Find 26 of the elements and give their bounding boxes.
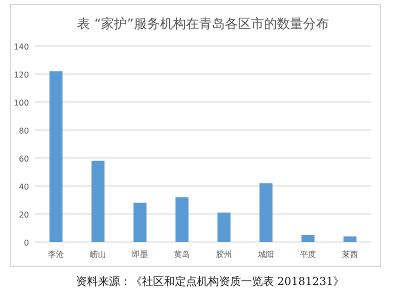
bar — [217, 212, 231, 242]
bar — [175, 197, 189, 242]
chart-title: 表 “家护”服务机构在青岛各区市的数量分布 — [77, 16, 329, 32]
x-tick-label: 平度 — [300, 250, 316, 259]
y-tick-label: 80 — [18, 126, 29, 136]
x-tick-label: 李沧 — [48, 250, 64, 259]
text: 资料来源：《社区和定点机构资质一览表 20181231》 — [76, 275, 344, 288]
bar — [301, 235, 315, 242]
y-tick-label: 60 — [18, 154, 29, 164]
y-tick-label: 0 — [24, 238, 29, 248]
y-tick-label: 40 — [18, 182, 29, 192]
x-tick-label: 即墨 — [132, 250, 148, 259]
y-tick-label: 140 — [14, 42, 29, 52]
bar — [49, 71, 63, 242]
x-tick-label: 崂山 — [90, 250, 106, 259]
x-tick-label: 城阳 — [257, 250, 274, 259]
y-tick-label: 120 — [14, 70, 29, 80]
x-tick-label: 黄岛 — [174, 250, 190, 259]
x-tick-label: 莱西 — [342, 250, 358, 259]
bar — [259, 183, 273, 242]
y-tick-label: 20 — [18, 210, 29, 220]
bar — [343, 236, 357, 242]
bar — [91, 160, 105, 242]
y-tick-label: 100 — [14, 98, 29, 108]
bar — [133, 202, 147, 242]
x-tick-label: 胶州 — [216, 250, 232, 259]
